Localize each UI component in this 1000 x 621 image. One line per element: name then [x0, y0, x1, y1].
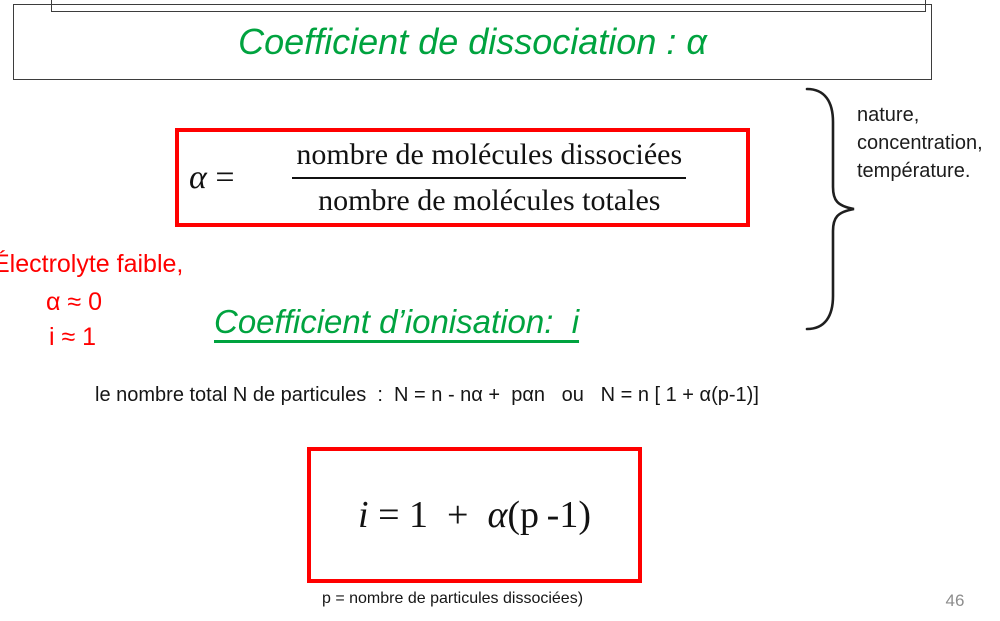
formula-mid: = 1 +: [368, 494, 488, 536]
i-approx-one: i ≈ 1: [49, 323, 97, 351]
fraction-numerator: nombre de molécules dissociées: [296, 137, 683, 171]
dissociation-formula-box: α = nombre de molécules dissociées nombr…: [175, 128, 750, 227]
alpha-approx-zero: α ≈ 0: [46, 288, 102, 316]
formula-i: i: [358, 494, 369, 536]
alpha-symbol: α: [189, 158, 207, 196]
factor-line: température.: [857, 160, 971, 182]
ionisation-title: Coefficient d’ionisation: i: [214, 303, 580, 340]
fraction-denominator: nombre de molécules totales: [292, 176, 687, 218]
factor-line: nature,: [857, 104, 920, 126]
formula-caption: p = nombre de particules dissociées): [322, 590, 584, 607]
title-box: Coefficient de dissociation : α: [13, 4, 932, 80]
ionisation-formula-box: i = 1 + α (p -1): [307, 447, 642, 583]
alpha-equals: α =: [189, 159, 235, 197]
page-number: 46: [945, 591, 965, 610]
top-partial-box: [51, 0, 926, 12]
formula-tail: (p -1): [507, 494, 591, 536]
fraction: nombre de molécules dissociées nombre de…: [241, 138, 738, 218]
weak-electrolyte-label: Électrolyte faible,: [0, 250, 184, 278]
right-curly-brace-icon: [805, 87, 855, 331]
equals-sign: =: [206, 158, 235, 196]
factors-list: nature, concentration, température.: [857, 101, 983, 185]
slide-title: Coefficient de dissociation : α: [238, 21, 707, 62]
particles-count-line: le nombre total N de particules : N = n …: [95, 384, 759, 406]
formula-alpha: α: [487, 494, 508, 536]
factor-line: concentration,: [857, 132, 983, 154]
